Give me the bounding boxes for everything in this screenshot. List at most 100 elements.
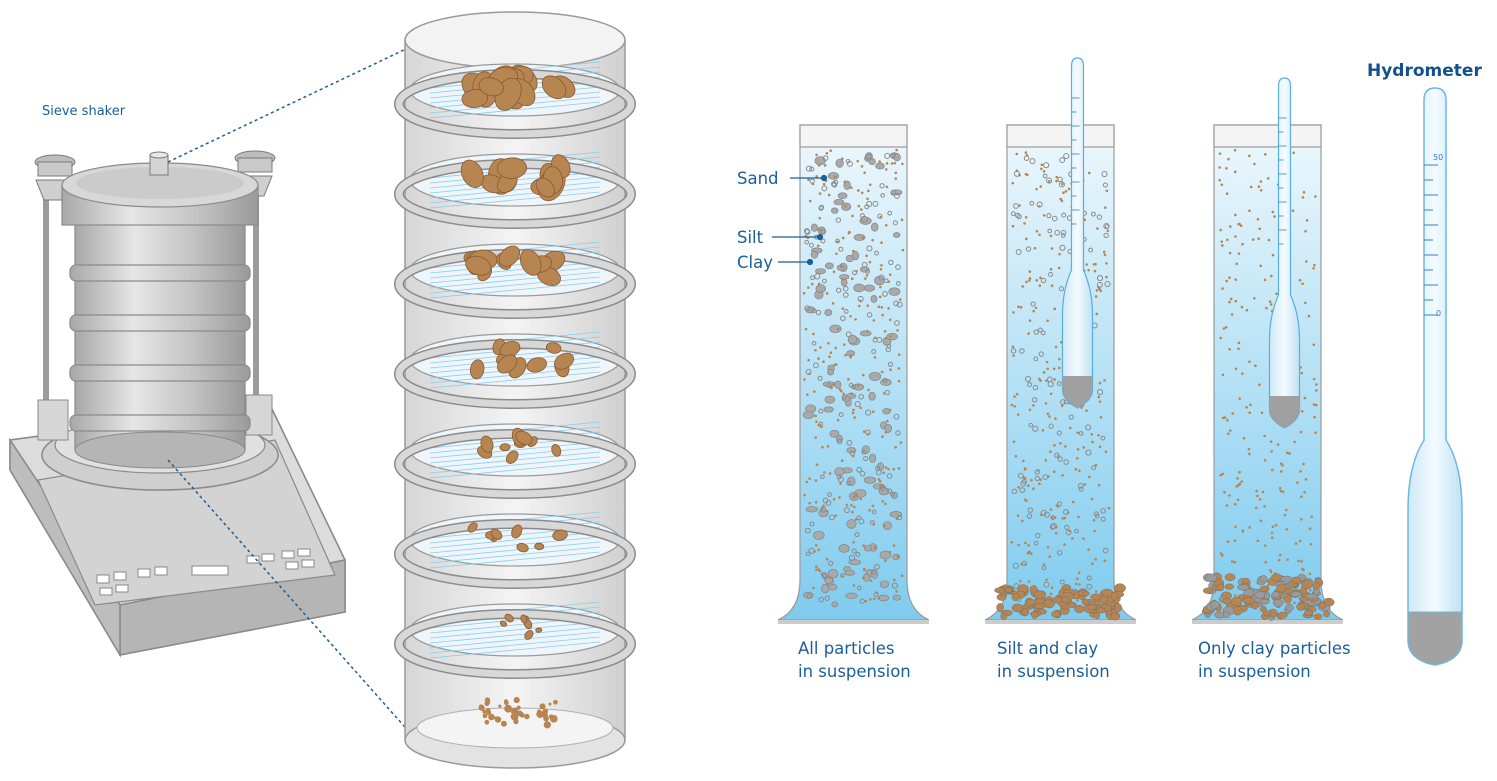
clay-grain	[1092, 518, 1096, 522]
clay-grain	[1021, 285, 1025, 288]
clay-grain	[808, 501, 812, 505]
clay-grain	[1094, 590, 1098, 593]
silt-grain	[843, 309, 849, 314]
clay-grain	[1098, 400, 1102, 403]
clay-grain	[1301, 409, 1304, 413]
clay-grain	[894, 446, 897, 449]
clay-grain	[1053, 378, 1056, 381]
clay-grain	[1017, 485, 1020, 489]
clay-grain	[1315, 389, 1318, 392]
clay-grain	[857, 204, 861, 208]
clay-grain	[1254, 364, 1257, 368]
sediment	[1082, 590, 1090, 597]
fine-particle	[484, 719, 490, 725]
sediment	[1260, 605, 1267, 613]
rock	[516, 542, 529, 553]
clay-grain	[826, 445, 830, 448]
silt-grain	[884, 152, 891, 159]
clay-grain	[840, 459, 844, 463]
clay-grain	[1300, 560, 1303, 563]
rock	[465, 255, 492, 276]
clay-grain	[1258, 383, 1261, 387]
clay-grain	[853, 505, 856, 509]
clay-grain	[852, 408, 855, 412]
fine-particle	[482, 709, 487, 714]
clay-grain	[1035, 229, 1039, 233]
silt-grain	[831, 182, 838, 188]
clay-grain	[884, 466, 888, 469]
clay-grain	[825, 509, 829, 513]
clay-grain	[1017, 543, 1020, 547]
rock	[535, 177, 556, 198]
clay-grain	[1098, 381, 1102, 385]
clay-grain	[1061, 517, 1065, 520]
clay-grain	[1220, 183, 1224, 187]
clay-grain	[815, 463, 819, 467]
clay-grain	[1256, 539, 1260, 543]
silt-grain	[1026, 513, 1033, 519]
silt-grain	[1046, 213, 1052, 219]
sand-grain	[824, 309, 833, 317]
sand-grain	[838, 544, 850, 553]
sediment	[1272, 599, 1284, 607]
silt-grain	[836, 474, 842, 480]
clay-grain	[1278, 553, 1282, 557]
clay-grain	[866, 304, 870, 307]
clay-grain	[1075, 456, 1079, 460]
clay-grain	[1074, 467, 1078, 471]
clay-grain	[880, 306, 884, 309]
sediment	[1203, 587, 1213, 594]
clay-grain	[1032, 487, 1035, 491]
sand-grain	[863, 476, 876, 484]
clay-grain	[885, 185, 889, 189]
silt-grain	[880, 193, 885, 198]
sand-grain	[892, 594, 902, 601]
clay-grain	[1229, 297, 1233, 301]
silt-grain	[1032, 384, 1039, 391]
clay-grain	[1063, 543, 1066, 546]
clay-grain	[1255, 489, 1258, 493]
silt-grain	[1029, 200, 1035, 206]
silt-grain	[879, 183, 885, 189]
clay-grain	[820, 425, 823, 429]
silt-grain	[804, 228, 811, 235]
clay-grain	[878, 160, 881, 163]
clay-grain	[1028, 319, 1032, 322]
rock	[461, 89, 489, 109]
fine-particle	[553, 699, 558, 705]
clay-grain	[882, 471, 885, 475]
clay-grain	[1237, 347, 1240, 351]
sediment	[1074, 605, 1085, 614]
clay-grain	[821, 445, 824, 449]
clay-grain	[863, 171, 866, 175]
sand-grain	[879, 550, 892, 560]
clay-grain	[1018, 173, 1021, 177]
clay-grain	[850, 186, 853, 189]
silt-grain	[1058, 181, 1065, 188]
silt-grain	[842, 285, 849, 292]
clay-grain	[851, 214, 854, 218]
silt-grain	[1034, 475, 1040, 482]
clay-grain	[812, 332, 815, 336]
clay-grain	[1238, 222, 1241, 226]
clay-grain	[884, 168, 888, 171]
clay-grain	[808, 372, 811, 376]
clay-grain	[807, 358, 810, 362]
silt-grain	[870, 569, 877, 575]
clay-grain	[1259, 180, 1263, 183]
clay-grain	[1025, 499, 1028, 502]
fine-particle	[484, 701, 489, 706]
clay-grain	[818, 423, 822, 427]
clay-grain	[1059, 197, 1062, 201]
clay-grain	[1288, 452, 1291, 455]
clay-grain	[1071, 537, 1074, 540]
clay-grain	[1012, 311, 1015, 314]
silt-grain	[821, 185, 828, 192]
clay-grain	[869, 598, 872, 601]
clay-grain	[1234, 525, 1237, 529]
fine-particle	[543, 721, 551, 729]
silt-grain	[871, 509, 877, 515]
clay-grain	[1041, 429, 1045, 432]
sediment	[1259, 585, 1270, 593]
silt-grain	[1010, 211, 1016, 217]
